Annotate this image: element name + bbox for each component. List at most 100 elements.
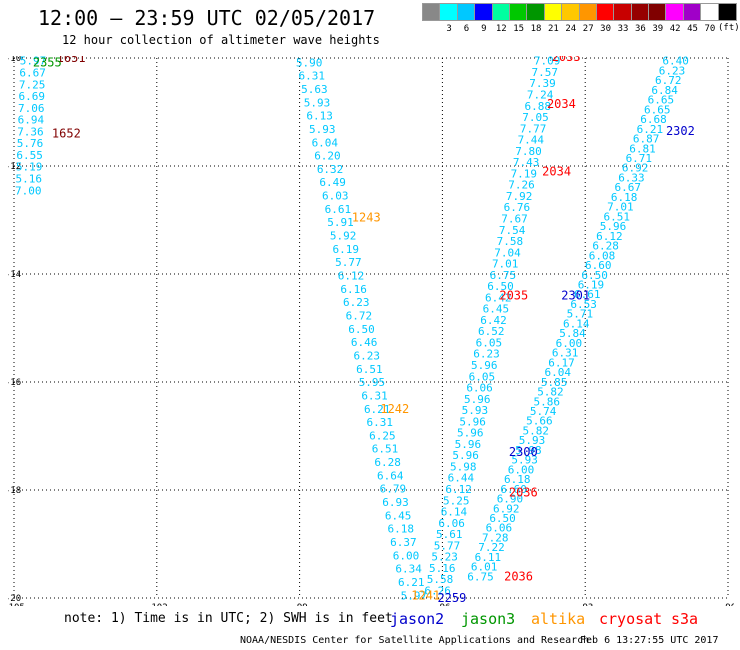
wave-height-value: 6.46	[351, 336, 378, 349]
wave-height-value: 5.82	[522, 424, 549, 437]
wave-height-value: 5.63	[301, 83, 328, 96]
wave-height-value: 5.23	[431, 551, 458, 564]
wave-height-value: 7.80	[515, 145, 542, 158]
pass-time-label: 2034	[547, 97, 576, 111]
wave-height-value: 6.67	[615, 181, 642, 194]
legend-tick-label: 39	[652, 24, 664, 34]
wave-height-value: 6.13	[306, 110, 333, 123]
wave-height-value: 7.24	[527, 89, 554, 102]
map-plot: -105 -102 -99 -96 -93 -90 -10 -12 -14 -16 -18 -20 5.…	[8, 56, 734, 606]
x-tick-label: -102	[146, 603, 168, 606]
legend-swatch: 36	[630, 3, 651, 34]
wave-height-value: 6.64	[377, 469, 404, 482]
wave-height-value: 6.40	[662, 56, 689, 68]
satellite-label-cryosat: cryosat	[599, 610, 663, 628]
wave-height-value: 6.42	[485, 291, 512, 304]
x-tick-label: -99	[291, 603, 307, 606]
wave-height-value: 6.71	[626, 152, 653, 165]
wave-height-value: 7.92	[506, 190, 533, 203]
wave-height-value: 6.75	[467, 570, 494, 583]
wave-height-value: 6.79	[380, 483, 407, 496]
wave-height-value: 5.91	[327, 216, 354, 229]
wave-height-value: 6.05	[476, 336, 503, 349]
wave-height-value: 5.96	[471, 359, 498, 372]
wave-height-value: 6.65	[648, 94, 675, 107]
wave-height-value: 6.12	[596, 230, 623, 243]
wave-height-value: 6.61	[574, 288, 601, 301]
legend-swatch: 12	[491, 3, 511, 34]
wave-height-value: 6.04	[312, 136, 339, 149]
wave-height-value: 7.67	[501, 212, 528, 225]
wave-height-value: 6.34	[395, 563, 422, 576]
wave-height-value: 6.26	[424, 584, 451, 597]
legend-swatch: 27	[578, 3, 598, 34]
pass-time-label: 1241	[411, 588, 440, 602]
wave-height-value: 6.88	[525, 100, 552, 113]
wave-height-value: 6.21	[637, 123, 664, 136]
wave-height-value: 6.17	[548, 356, 575, 369]
wave-height-value: 5.16	[429, 562, 456, 575]
wave-height-value: 5.92	[330, 230, 357, 243]
wave-height-value: 7.58	[497, 235, 524, 248]
wave-height-value: 6.05	[469, 370, 496, 383]
legend-swatch: 15	[508, 3, 529, 34]
wave-height-value: 6.92	[493, 502, 520, 515]
pass-time-label: 2035	[499, 289, 528, 303]
wave-height-value: 7.09	[534, 56, 561, 68]
wave-height-value: 6.37	[390, 536, 417, 549]
legend-swatch: 39	[648, 3, 668, 34]
wave-height-value: 6.55	[16, 149, 43, 162]
legend-tick-label: 45	[687, 24, 698, 34]
legend-tick-label: 30	[600, 24, 612, 34]
wave-height-value: 5.86	[534, 395, 561, 408]
legend-tick-label: 70	[704, 24, 716, 34]
wave-height-value: 6.14	[441, 506, 468, 519]
y-tick-label: -12	[8, 162, 21, 172]
wave-height-value: 5.93	[304, 96, 331, 109]
wave-height-value: 5.77	[335, 256, 362, 269]
legend-tick-label: 42	[669, 24, 681, 34]
pass-time-label: 1652	[52, 127, 81, 141]
legend-swatch: 21	[543, 3, 564, 34]
wave-height-value: 6.51	[356, 363, 383, 376]
wave-height-value: 6.52	[478, 325, 505, 338]
wave-height-value: 6.72	[346, 309, 373, 322]
wave-height-value: 6.31	[367, 416, 394, 429]
wave-height-value: 6.69	[18, 90, 45, 103]
wave-height-value: 6.11	[475, 551, 502, 564]
wave-height-value: 6.12	[338, 270, 365, 283]
x-tick-label: -105	[8, 603, 25, 606]
wave-height-value: 6.90	[497, 493, 524, 506]
legend-swatch: 3	[439, 3, 459, 34]
pass-time-label: 2033	[552, 56, 581, 64]
pass-time-label: 2034	[542, 164, 571, 178]
wave-height-value: 6.06	[466, 382, 493, 395]
x-tick-label: -96	[434, 603, 450, 606]
wave-height-value: 5.19	[16, 161, 43, 174]
legend-tick-label: 33	[617, 24, 629, 34]
wave-height-value: 5.96	[464, 393, 491, 406]
wave-height-value: 6.00	[556, 337, 583, 350]
y-tick-label: -20	[8, 594, 21, 604]
wave-height-value: 6.81	[629, 142, 656, 155]
legend-swatch: 6	[456, 3, 477, 34]
footer-note: note: 1) Time is in UTC; 2) SWH is in fe…	[64, 611, 393, 626]
wave-height-value: 6.75	[490, 269, 517, 282]
legend-tick-label: 24	[565, 24, 577, 34]
wave-height-value: 5.61	[436, 528, 463, 541]
wave-height-value: 5.85	[541, 376, 568, 389]
satellite-label-jason3: jason3	[461, 610, 516, 628]
wave-height-value: 6.21	[364, 403, 391, 416]
wave-height-value: 6.33	[618, 171, 645, 184]
wave-height-value: 6.68	[640, 113, 667, 126]
chart-subtitle: 12 hour collection of altimeter wave hei…	[62, 33, 380, 47]
wave-height-value: 6.31	[298, 70, 325, 83]
wave-height-value: 6.87	[633, 133, 660, 146]
legend-swatch: 45	[682, 3, 703, 34]
wave-height-value: 5.96	[452, 449, 479, 462]
wave-height-value: 7.01	[492, 258, 519, 271]
y-tick-label: -14	[8, 270, 21, 280]
wave-height-value: 5.98	[450, 460, 477, 473]
legend-tick-label: 27	[582, 24, 594, 34]
